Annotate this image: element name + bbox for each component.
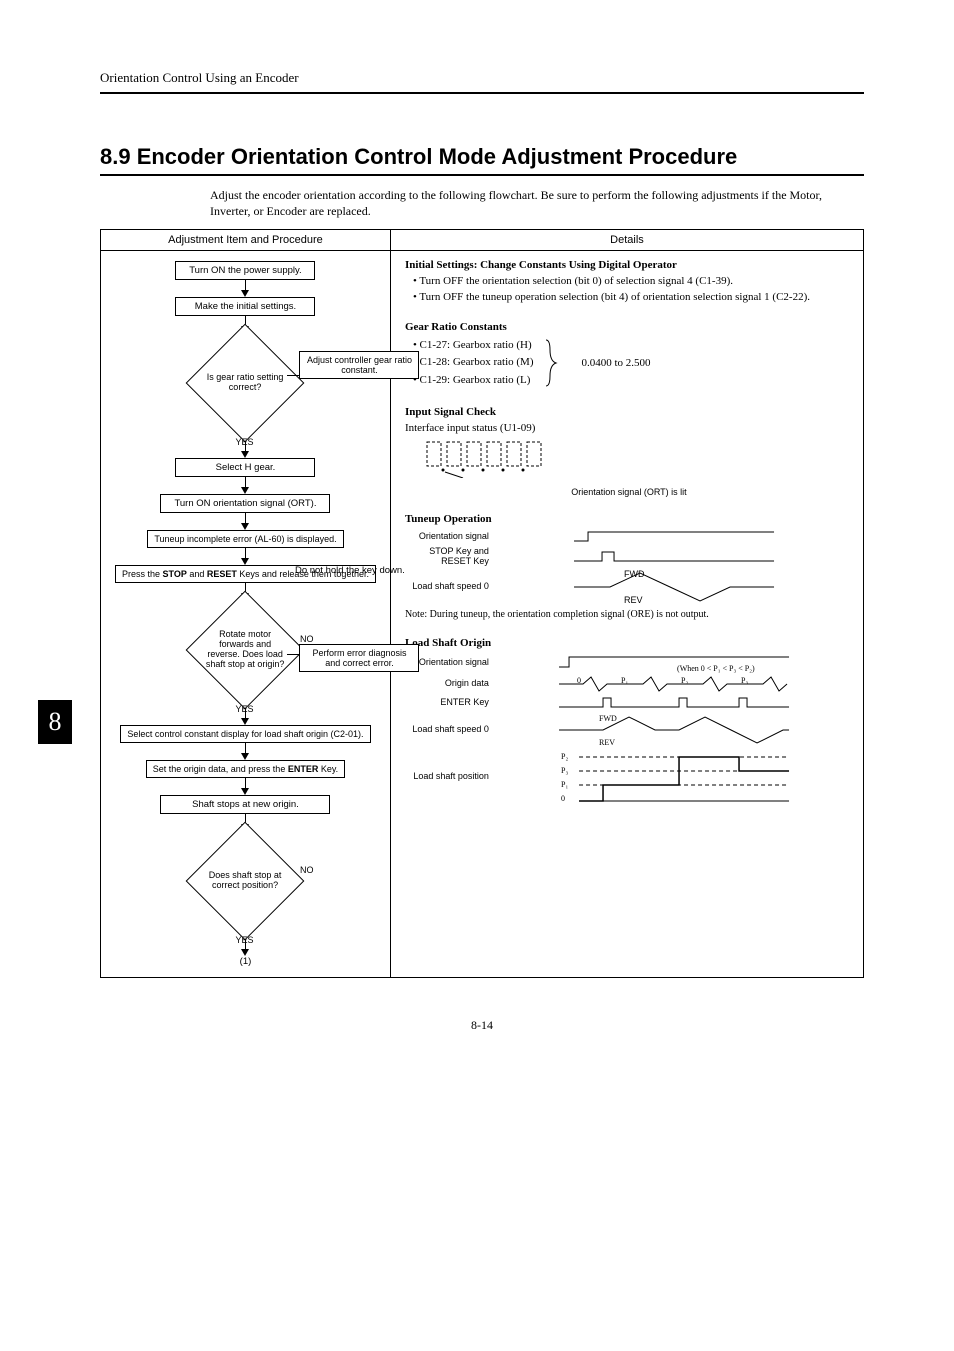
wave-origin-speed: FWD REV [495, 713, 853, 747]
svg-text:REV: REV [599, 738, 615, 747]
svg-text:P₁: P₁ [561, 780, 568, 789]
label-yes: YES [235, 704, 253, 714]
wave-origin-position: P₂ P₃ P₁ 0 [495, 749, 853, 805]
wave-origin-data: 0 P₁ P₂ P₃ [495, 675, 853, 693]
flowchart-cell: Turn ON the power supply. Make the initi… [101, 251, 391, 978]
flow-set-origin: Set the origin data, and press the ENTER… [146, 760, 345, 778]
svg-text:P₂: P₂ [561, 752, 568, 761]
label-yes: YES [235, 935, 253, 945]
svg-text:P₁: P₁ [621, 676, 628, 685]
wave-load-speed: FWD REV [495, 569, 853, 605]
flow-turn-on-ort: Turn ON orientation signal (ORT). [160, 494, 330, 513]
seven-segment-display [405, 438, 565, 478]
initial-item: Turn OFF the orientation selection (bit … [413, 275, 853, 289]
details-input-check: Input Signal Check Interface input statu… [405, 406, 853, 497]
svg-text:REV: REV [624, 595, 643, 605]
svg-text:P₂: P₂ [681, 676, 688, 685]
flow-initial-settings: Make the initial settings. [175, 297, 315, 316]
flow-power-on: Turn ON the power supply. [175, 261, 315, 280]
section-title: 8.9 Encoder Orientation Control Mode Adj… [100, 144, 864, 176]
flow-select-h: Select H gear. [175, 458, 315, 477]
flow-stops-new-origin: Shaft stops at new origin. [160, 795, 330, 814]
flow-rotate-decision: Rotate motor forwards and reverse. Does … [203, 600, 287, 700]
flow-press-stop-note: Do not hold the key down. [295, 565, 415, 576]
svg-text:0: 0 [561, 794, 565, 803]
gear-range: 0.0400 to 2.500 [582, 357, 651, 369]
svg-text:(When 0 < P₁ < P₃ < P₂): (When 0 < P₁ < P₃ < P₂) [677, 664, 755, 673]
col-header-left: Adjustment Item and Procedure [101, 230, 391, 251]
flow-diagnosis: Perform error diagnosis and correct erro… [299, 644, 419, 672]
svg-text:FWD: FWD [599, 714, 617, 723]
procedure-table: Adjustment Item and Procedure Details Tu… [100, 229, 864, 978]
ort-lit-caption: Orientation signal (ORT) is lit [405, 487, 853, 497]
gear-item: C1-29: Gearbox ratio (L) [413, 374, 534, 388]
svg-text:P₃: P₃ [561, 766, 568, 775]
wave-ort-signal [495, 529, 853, 545]
brace-icon [542, 338, 558, 388]
svg-text:0: 0 [577, 676, 581, 685]
wave-origin-ort: (When 0 < P₁ < P₃ < P₂) [495, 653, 853, 673]
gear-item: C1-27: Gearbox ratio (H) [413, 339, 534, 353]
wave-enter-key [495, 695, 853, 711]
details-cell: Initial Settings: Change Constants Using… [390, 251, 863, 978]
running-head: Orientation Control Using an Encoder [100, 70, 864, 94]
flow-correct-decision: Does shaft stop at correct position? NO … [203, 831, 287, 931]
flow-gear-ratio-decision: Is gear ratio setting correct? NO YES Ad… [203, 333, 287, 433]
col-header-right: Details [390, 230, 863, 251]
svg-text:P₃: P₃ [741, 676, 748, 685]
label-no: NO [300, 634, 314, 644]
details-gear: Gear Ratio Constants C1-27: Gearbox rati… [405, 321, 853, 390]
flow-continuation: (1) [240, 956, 252, 967]
initial-item: Turn OFF the tuneup operation selection … [413, 291, 853, 305]
wave-stop-reset [495, 549, 853, 565]
flow-adjust-gear: Adjust controller gear ratio constant. [299, 351, 419, 379]
details-origin: Load Shaft Origin Orientation signal (Wh… [405, 637, 853, 805]
details-tuneup: Tuneup Operation Orientation signal STOP… [405, 513, 853, 621]
page-number: 8-14 [100, 1018, 864, 1033]
intro-paragraph: Adjust the encoder orientation according… [210, 188, 864, 219]
label-yes: YES [235, 437, 253, 447]
flow-tuneup-error: Tuneup incomplete error (AL-60) is displ… [147, 530, 343, 548]
label-no: NO [300, 865, 314, 875]
gear-item: C1-28: Gearbox ratio (M) [413, 356, 534, 370]
details-initial: Initial Settings: Change Constants Using… [405, 259, 853, 305]
chapter-tab: 8 [38, 700, 72, 744]
flow-select-constant: Select control constant display for load… [120, 725, 370, 743]
tuneup-note: Note: During tuneup, the orientation com… [405, 609, 853, 621]
